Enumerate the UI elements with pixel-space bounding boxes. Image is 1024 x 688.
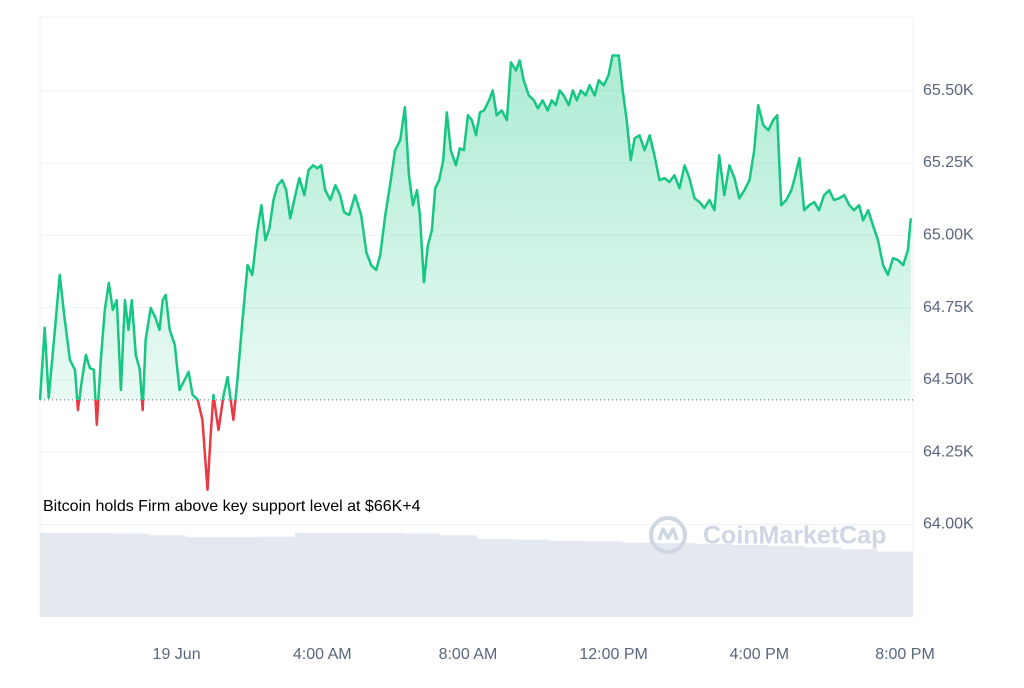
volume-bar	[404, 533, 441, 617]
volume-bar	[695, 543, 732, 617]
volume-bar	[768, 546, 805, 617]
x-tick-label: 8:00 PM	[875, 646, 935, 663]
y-tick-label: 65.25K	[923, 154, 974, 171]
annotation: Bitcoin holds Firm above key support lev…	[43, 498, 421, 515]
x-tick-label: 4:00 PM	[730, 646, 790, 663]
volume-bar	[76, 533, 113, 617]
y-tick-label: 65.50K	[923, 82, 974, 99]
volume-bar	[185, 537, 223, 617]
x-tick-label: 19 Jun	[153, 646, 201, 663]
volume-bar	[258, 536, 295, 617]
volume-bar	[586, 541, 623, 617]
watermark: CoinMarketCap	[703, 522, 886, 550]
volume-bar	[804, 547, 842, 617]
volume-bar	[477, 539, 514, 617]
volume-bar	[622, 542, 660, 617]
volume-bar	[112, 533, 150, 617]
volume-bar	[331, 533, 368, 617]
volume-bar	[513, 539, 550, 617]
volume-bar	[294, 533, 332, 617]
watermark-logo	[649, 516, 687, 554]
x-tick-label: 12:00 PM	[579, 646, 647, 663]
x-tick-label: 8:00 AM	[439, 646, 498, 663]
volume-bar	[149, 535, 186, 617]
volume-bar	[549, 540, 587, 617]
volume-bar	[222, 537, 259, 617]
volume-bar	[877, 551, 913, 617]
y-tick-label: 64.50K	[923, 371, 974, 388]
price-area	[40, 55, 911, 400]
volume-bar	[367, 533, 405, 617]
y-tick-label: 64.00K	[923, 516, 974, 533]
volume-bar	[440, 535, 478, 617]
volume-bar	[731, 545, 769, 617]
y-tick-label: 64.75K	[923, 299, 974, 316]
volume-bar	[40, 533, 77, 617]
y-tick-label: 64.25K	[923, 443, 974, 460]
x-tick-label: 4:00 AM	[293, 646, 352, 663]
price-line	[38, 54, 913, 400]
volume-bar	[841, 549, 878, 617]
volume-bar	[659, 543, 696, 617]
y-tick-label: 65.00K	[923, 227, 974, 244]
